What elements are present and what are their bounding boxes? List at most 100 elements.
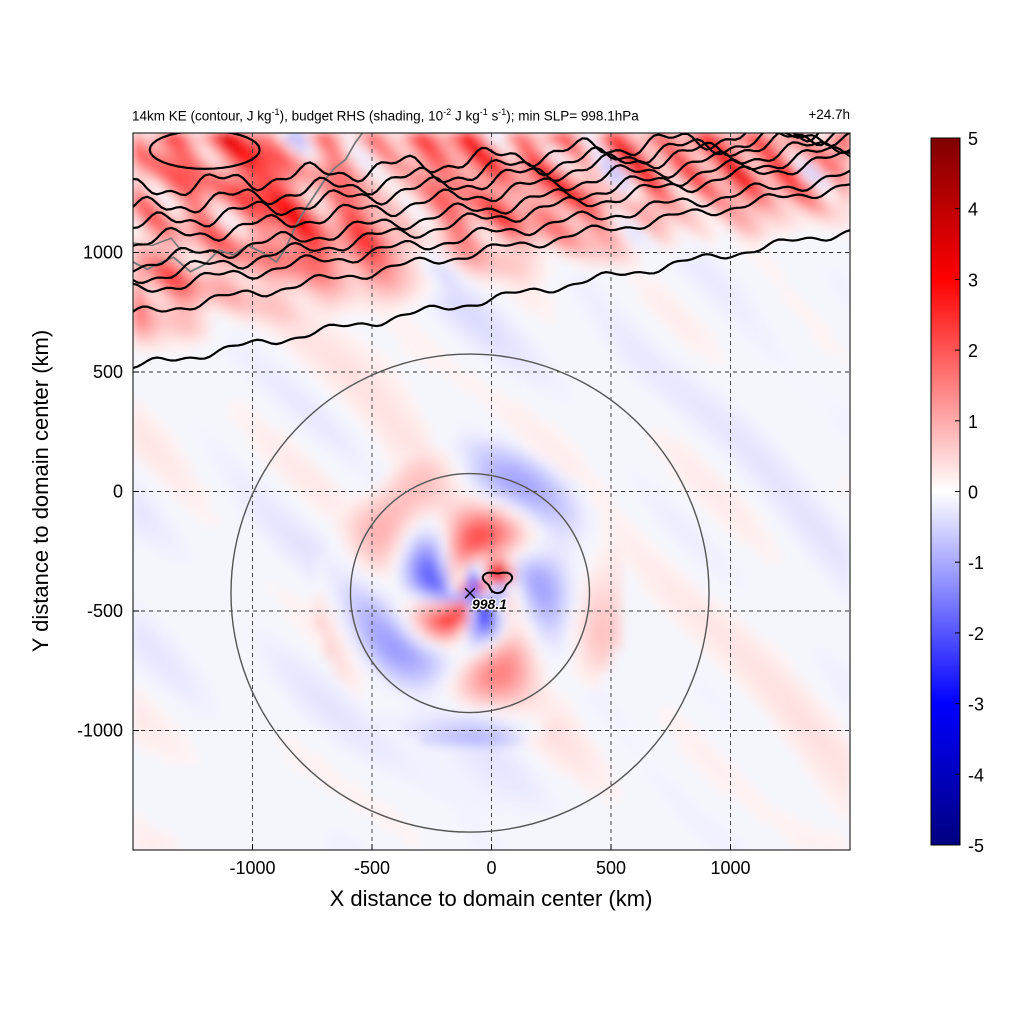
shading-cell (639, 381, 650, 392)
shading-cell (486, 142, 497, 153)
shading-cell (247, 630, 258, 641)
shading-cell (276, 515, 287, 526)
shading-cell (572, 247, 583, 258)
shading-cell (658, 706, 669, 717)
shading-cell (591, 133, 603, 144)
shading-cell (591, 324, 603, 335)
shading-cell (448, 611, 459, 622)
shading-cell (362, 161, 373, 172)
shading-cell (534, 563, 545, 574)
shading-cell (429, 763, 440, 775)
shading-cell (687, 180, 698, 191)
shading-cell (687, 152, 698, 163)
shading-cell (830, 219, 842, 230)
shading-cell (725, 763, 736, 775)
shading-cell (486, 668, 497, 679)
shading-cell (735, 505, 746, 516)
shading-cell (763, 668, 775, 679)
shading-cell (496, 668, 507, 679)
shading-cell (544, 524, 555, 536)
shading-cell (744, 802, 755, 813)
shading-cell (333, 276, 344, 287)
shading-cell (735, 496, 746, 507)
shading-cell (505, 276, 516, 287)
shading-cell (706, 400, 717, 411)
shading-cell (467, 333, 478, 344)
shading-cell (238, 257, 249, 268)
shading-cell (276, 400, 287, 411)
shading-cell (362, 199, 373, 211)
shading-cell (821, 783, 832, 794)
shading-cell (190, 333, 201, 344)
shading-cell (534, 438, 545, 450)
shading-cell (247, 276, 258, 287)
shading-cell (477, 639, 488, 650)
shading-cell (792, 687, 803, 698)
shading-cell (142, 716, 153, 727)
shading-cell (639, 238, 650, 249)
shading-cell (792, 840, 803, 850)
shading-cell (419, 553, 430, 564)
shading-cell (830, 677, 842, 689)
shading-cell (458, 802, 469, 813)
shading-cell (773, 343, 784, 354)
shading-cell (830, 773, 842, 784)
shading-cell (735, 438, 746, 450)
ke-contour-line (133, 133, 850, 230)
shading-cell (448, 515, 459, 526)
shading-cell (458, 438, 469, 450)
shading-cell (429, 152, 440, 163)
shading-cell (305, 429, 316, 440)
shading-cell (362, 391, 373, 402)
shading-cell (496, 180, 507, 191)
shading-cell (276, 199, 287, 211)
shading-cell (391, 199, 402, 211)
shading-cell (180, 744, 191, 755)
shading-cell (620, 199, 631, 211)
shading-cell (362, 630, 373, 641)
shading-cell (582, 247, 593, 258)
shading-cell (467, 458, 478, 469)
shading-cell (620, 219, 631, 230)
shading-cell (716, 305, 727, 316)
shading-cell (802, 716, 813, 727)
shading-cell (362, 152, 373, 163)
shading-cell (706, 343, 717, 354)
shading-cell (773, 161, 784, 172)
shading-cell (744, 477, 755, 488)
shading-cell (438, 725, 450, 736)
shading-cell (496, 716, 507, 727)
shading-cell (658, 391, 669, 402)
shading-cell (238, 352, 249, 364)
shading-cell (410, 295, 421, 306)
shading-cell (362, 524, 373, 536)
shading-cell (161, 333, 172, 344)
shading-cell (706, 639, 717, 650)
shading-cell (381, 544, 392, 555)
shading-cell (630, 142, 641, 153)
shading-cell (658, 305, 669, 316)
shading-cell (199, 142, 211, 153)
shading-cell (591, 706, 603, 717)
shading-cell (706, 276, 717, 287)
shading-cell (477, 802, 488, 813)
shading-cell (783, 821, 794, 832)
colorbar-tick-label: 1 (968, 412, 978, 432)
shading-cell (534, 458, 545, 469)
shading-cell (400, 285, 411, 297)
shading-cell (716, 285, 727, 297)
shading-cell (305, 496, 316, 507)
shading-cell (352, 180, 364, 191)
shading-cell (744, 639, 755, 650)
shading-cell (658, 314, 669, 325)
shading-cell (228, 219, 239, 230)
shading-cell (257, 639, 268, 650)
shading-cell (219, 219, 230, 230)
shading-cell (792, 534, 803, 545)
shading-cell (515, 458, 526, 469)
shading-cell (524, 305, 536, 316)
shading-cell (448, 324, 459, 335)
shading-cell (649, 142, 660, 153)
shading-cell (563, 620, 574, 631)
shading-cell (553, 381, 564, 392)
